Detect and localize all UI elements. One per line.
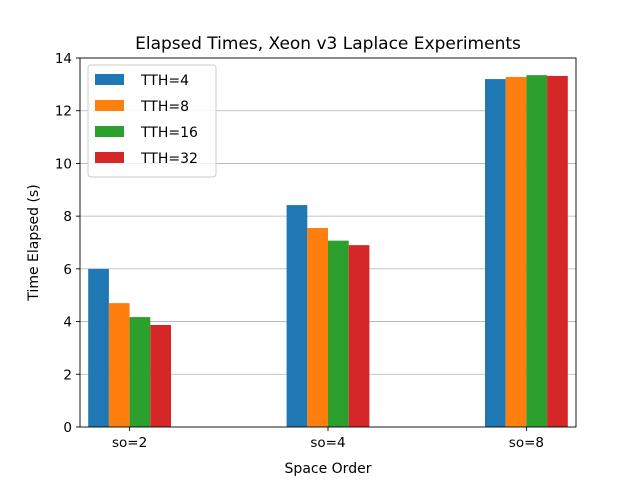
- legend-swatch: [95, 152, 124, 163]
- chart-title: Elapsed Times, Xeon v3 Laplace Experimen…: [135, 34, 521, 54]
- legend-swatch: [95, 100, 124, 111]
- x-axis-label: Space Order: [285, 461, 372, 477]
- y-tick-label: 0: [63, 420, 72, 436]
- bar: [108, 303, 130, 427]
- bar: [485, 79, 506, 427]
- y-tick-label: 14: [55, 51, 72, 67]
- legend-label: TTH=4: [140, 73, 189, 89]
- y-tick-label: 6: [63, 262, 72, 278]
- y-tick-label: 10: [55, 156, 72, 172]
- x-tick-label: so=8: [509, 435, 544, 451]
- bar: [348, 245, 370, 427]
- legend-label: TTH=16: [140, 125, 198, 141]
- legend-label: TTH=8: [140, 99, 189, 115]
- y-axis: 0 2 4 6 8 10 12 14: [55, 51, 80, 436]
- legend-box: [87, 64, 217, 178]
- bar: [307, 228, 328, 427]
- bar: [286, 205, 308, 427]
- y-axis-label: Time Elapsed (s): [26, 184, 42, 301]
- y-tick-label: 4: [63, 315, 72, 331]
- bar: [129, 317, 151, 427]
- bar: [547, 75, 568, 428]
- legend: TTH=4 TTH=8 TTH=16 TTH=32: [87, 64, 217, 178]
- bar: [526, 75, 548, 427]
- y-tick-label: 12: [55, 104, 72, 120]
- x-tick-label: so=4: [310, 435, 345, 451]
- bar: [88, 268, 109, 427]
- bars: [88, 75, 568, 428]
- bar: [150, 324, 171, 427]
- x-tick-label: so=2: [112, 435, 147, 451]
- legend-label: TTH=32: [140, 151, 198, 167]
- y-tick-label: 2: [63, 367, 72, 383]
- bar: [505, 76, 527, 427]
- x-axis: so=2 so=4 so=8: [112, 427, 544, 451]
- y-tick-label: 8: [63, 209, 72, 225]
- legend-swatch: [95, 126, 124, 137]
- bar: [328, 240, 349, 427]
- legend-swatch: [95, 74, 124, 85]
